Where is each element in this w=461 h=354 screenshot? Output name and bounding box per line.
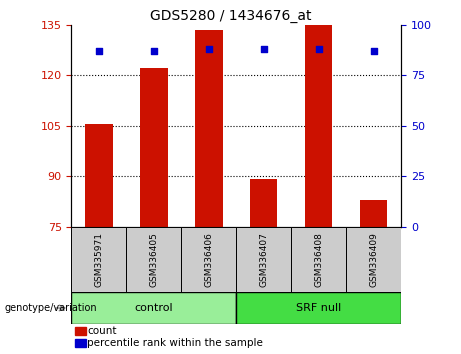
Bar (195, 30, 223, 227)
Text: genotype/variation: genotype/variation (5, 303, 97, 313)
Text: GSM336406: GSM336406 (204, 232, 213, 287)
Bar (85, 124, 112, 227)
Bar (71, 292, 236, 324)
Text: GSM336408: GSM336408 (314, 232, 323, 287)
Text: GSM336407: GSM336407 (259, 232, 268, 287)
Text: percentile rank within the sample: percentile rank within the sample (88, 338, 263, 348)
Bar (140, 69, 168, 227)
Point (370, 48, 377, 54)
Text: GSM335971: GSM335971 (95, 232, 103, 287)
Bar (126, 227, 181, 292)
Bar (250, 179, 278, 227)
Point (150, 48, 158, 54)
Bar (305, 25, 332, 227)
Bar (75, 326, 86, 335)
Bar (75, 339, 86, 347)
Text: GDS5280 / 1434676_at: GDS5280 / 1434676_at (150, 9, 311, 23)
Point (260, 46, 267, 52)
Point (205, 46, 213, 52)
Bar (346, 227, 401, 292)
Text: GSM336405: GSM336405 (149, 232, 159, 287)
Bar (291, 227, 346, 292)
Bar (360, 200, 387, 227)
Point (95, 48, 103, 54)
Bar (236, 292, 401, 324)
Bar (236, 227, 291, 292)
Point (315, 46, 322, 52)
Text: SRF null: SRF null (296, 303, 341, 313)
Bar (181, 227, 236, 292)
Bar (71, 227, 126, 292)
Text: control: control (135, 303, 173, 313)
Text: GSM336409: GSM336409 (369, 232, 378, 287)
Text: count: count (88, 326, 117, 336)
